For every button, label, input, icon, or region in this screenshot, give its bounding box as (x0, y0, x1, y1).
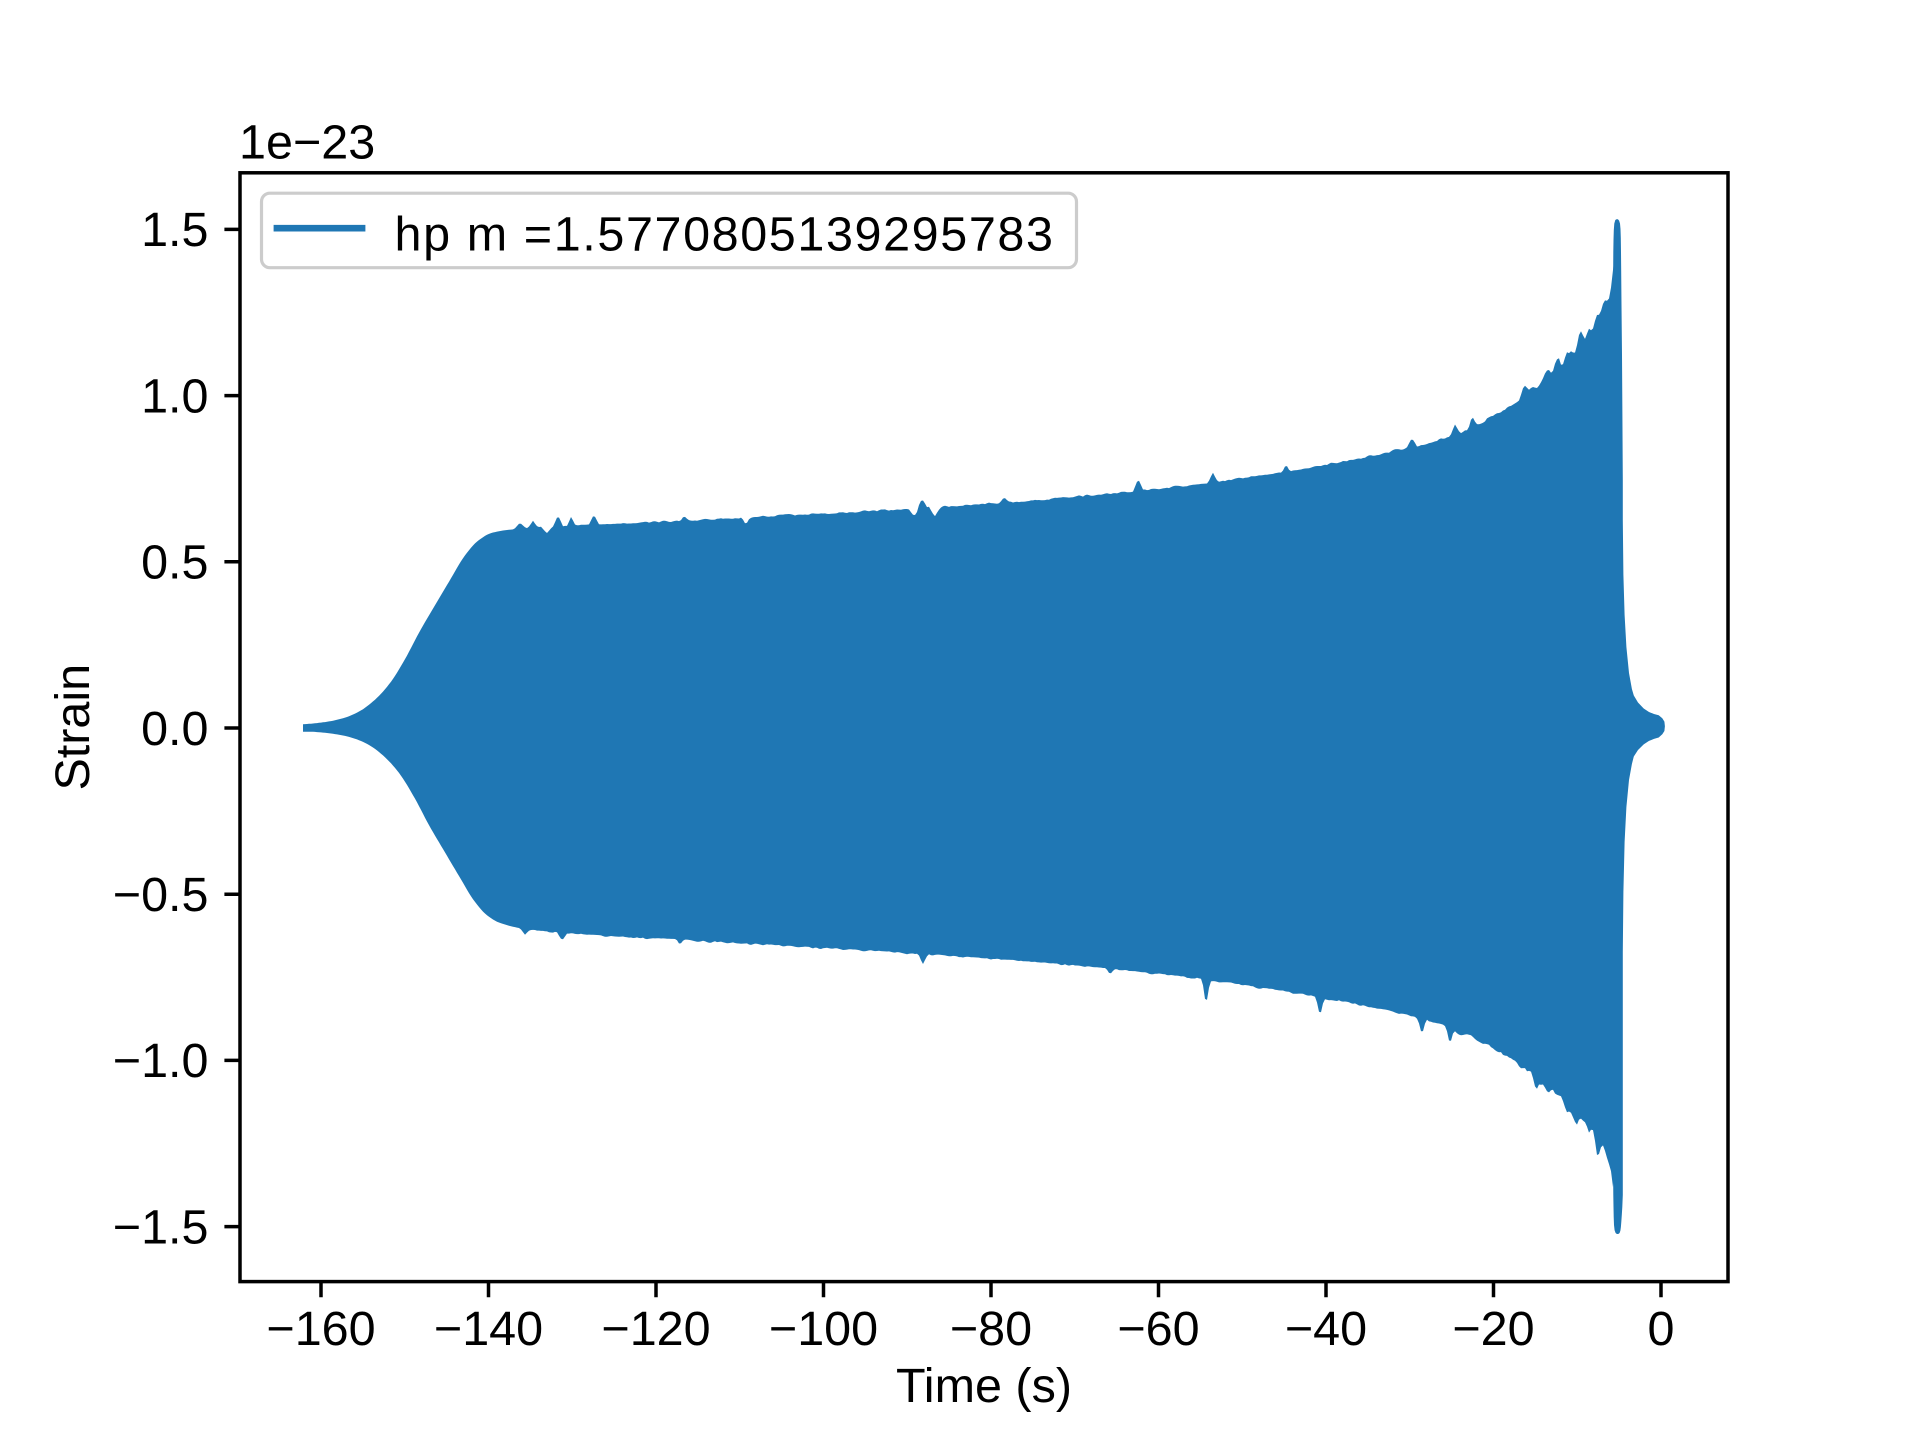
svg-text:−100: −100 (769, 1302, 878, 1356)
svg-text:1e−23: 1e−23 (239, 116, 375, 170)
svg-text:1.5: 1.5 (141, 203, 208, 257)
svg-text:−160: −160 (266, 1302, 375, 1356)
svg-text:−20: −20 (1452, 1302, 1534, 1356)
svg-text:−1.0: −1.0 (113, 1034, 209, 1088)
svg-text:1.0: 1.0 (141, 369, 208, 423)
svg-text:−80: −80 (950, 1302, 1032, 1356)
svg-text:−120: −120 (601, 1302, 710, 1356)
svg-text:−1.5: −1.5 (113, 1200, 209, 1254)
svg-text:Time (s): Time (s) (896, 1359, 1072, 1413)
svg-text:0.0: 0.0 (141, 702, 208, 756)
svg-text:Strain: Strain (46, 664, 100, 791)
svg-text:0: 0 (1648, 1302, 1675, 1356)
svg-text:0.5: 0.5 (141, 536, 208, 590)
svg-text:−0.5: −0.5 (113, 868, 209, 922)
svg-text:hp m =1.5770805139295783: hp m =1.5770805139295783 (395, 208, 1055, 262)
svg-text:−40: −40 (1285, 1302, 1367, 1356)
svg-text:−60: −60 (1117, 1302, 1199, 1356)
svg-text:−140: −140 (434, 1302, 543, 1356)
